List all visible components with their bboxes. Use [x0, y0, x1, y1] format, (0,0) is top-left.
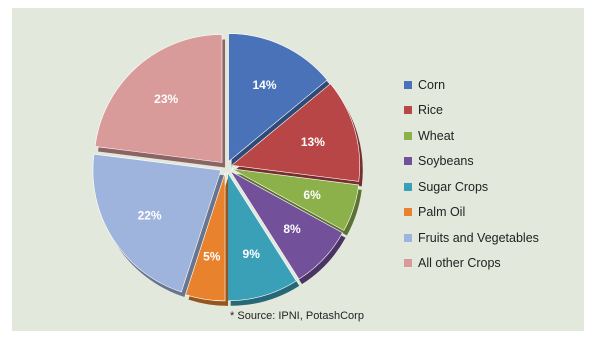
legend-swatch-sugar-crops — [404, 182, 412, 191]
slice-label-rice: 13% — [301, 135, 325, 149]
slice-label-corn: 14% — [252, 78, 276, 92]
chart-legend: Corn Rice Wheat Soybeans Sugar Crops Palm Oil… — [404, 72, 539, 276]
pie-slice-fruits-and-vegetables — [92, 153, 222, 293]
slice-label-all-other-crops: 23% — [154, 92, 178, 106]
legend-item-palm-oil: Palm Oil — [404, 200, 539, 226]
pie-slice-all-other-crops — [94, 34, 223, 163]
legend-swatch-all-other-crops — [404, 259, 412, 268]
legend-item-corn: Corn — [404, 72, 539, 98]
legend-swatch-wheat — [404, 131, 412, 140]
legend-item-rice: Rice — [404, 98, 539, 124]
slice-label-soybeans: 8% — [283, 222, 301, 236]
legend-item-soybeans: Soybeans — [404, 149, 539, 175]
slice-label-palm-oil: 5% — [203, 249, 221, 263]
legend-item-fruits-and-vegetables: Fruits and Vegetables — [404, 225, 539, 251]
source-note: * Source: IPNI, PotashCorp — [230, 310, 364, 322]
slice-label-wheat: 6% — [303, 188, 321, 202]
pie-slice-corn — [228, 33, 328, 163]
legend-label-rice: Rice — [418, 103, 444, 118]
legend-label-palm-oil: Palm Oil — [418, 205, 466, 220]
legend-swatch-soybeans — [404, 157, 412, 166]
legend-label-wheat: Wheat — [418, 128, 455, 143]
legend-label-all-other-crops: All other Crops — [418, 256, 501, 271]
legend-item-wheat: Wheat — [404, 123, 539, 149]
legend-label-sugar-crops: Sugar Crops — [418, 179, 489, 194]
legend-swatch-palm-oil — [404, 208, 412, 217]
legend-label-corn: Corn — [418, 77, 446, 92]
pie-slice-soybeans — [230, 170, 343, 280]
pie-slice-palm-oil — [185, 172, 226, 302]
pie-slice-wheat — [231, 168, 360, 231]
legend-swatch-corn — [404, 80, 412, 89]
legend-label-soybeans: Soybeans — [418, 154, 474, 169]
legend-swatch-rice — [404, 106, 412, 115]
legend-swatch-fruits-and-vegetables — [404, 233, 412, 242]
slice-label-fruits-and-vegetables: 22% — [138, 209, 162, 223]
legend-item-all-other-crops: All other Crops — [404, 251, 539, 277]
slice-label-sugar-crops: 9% — [243, 247, 261, 261]
legend-label-fruits-and-vegetables: Fruits and Vegetables — [418, 230, 539, 245]
legend-item-sugar-crops: Sugar Crops — [404, 174, 539, 200]
pie-slice-rice — [231, 83, 361, 182]
